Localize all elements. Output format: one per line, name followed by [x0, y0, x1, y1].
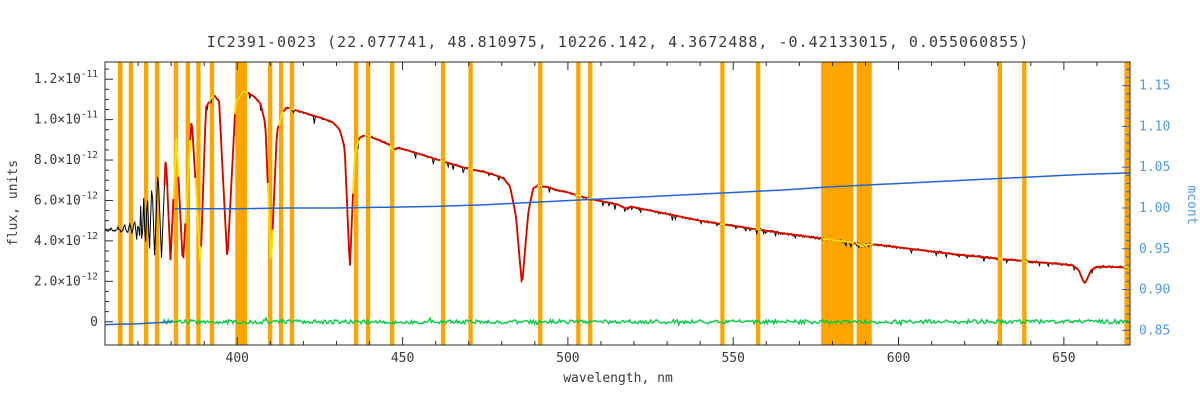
axes-layer: 400 450 500 550 600 650 0 2.0×10-12 4.0×10-12 6.0… [34, 61, 1170, 366]
masked-band [365, 62, 371, 345]
masked-band [1022, 62, 1027, 345]
mcont-line [174, 172, 1131, 210]
flux-tick-label: 0 [90, 315, 98, 330]
flux-tick-label: 2.0×10-12 [34, 271, 98, 289]
residual-line [162, 316, 1131, 328]
masked-band [209, 62, 215, 345]
x-tick-label: 550 [721, 351, 744, 366]
masked-band [268, 62, 273, 345]
mcont-tick-label: 1.05 [1139, 160, 1170, 175]
plot-frame [104, 61, 1131, 346]
x-axis-label: wavelength, nm [563, 371, 673, 386]
masked-band [720, 62, 725, 345]
masked-regions-layer [117, 62, 1130, 345]
masked-band [440, 62, 446, 345]
x-tick-label: 650 [1052, 351, 1075, 366]
x-tick-label: 450 [391, 351, 414, 366]
masked-band [289, 62, 295, 345]
flux-tick-label: 1.2×10-11 [34, 69, 98, 87]
masked-band [185, 62, 190, 345]
x-tick-label: 500 [556, 351, 579, 366]
curves-layer [104, 90, 1131, 328]
masked-band [576, 62, 581, 345]
masked-band [117, 62, 123, 345]
masked-band [538, 62, 543, 345]
observed-spectrum-line [104, 90, 1130, 284]
masked-band [235, 62, 248, 345]
masked-band [1124, 62, 1130, 345]
masked-band [390, 62, 395, 345]
masked-band [144, 62, 149, 345]
masked-band [468, 62, 473, 345]
mcont-tick-label: 1.15 [1139, 79, 1170, 94]
right-axis-label: mcont [1184, 185, 1199, 224]
left-axis-label: flux, units [6, 160, 21, 246]
flux-tick-label: 1.0×10-11 [34, 110, 98, 128]
flux-tick-label: 8.0×10-12 [34, 150, 98, 168]
chart-title: IC2391-0023 (22.077741, 48.810975, 10226… [207, 33, 1030, 51]
mcont-tick-label: 0.95 [1139, 242, 1170, 257]
masked-band [821, 62, 854, 345]
masked-band [856, 62, 872, 345]
model-fit-red-line [163, 92, 1124, 285]
flux-tick-label: 4.0×10-12 [34, 231, 98, 249]
x-tick-label: 600 [887, 351, 910, 366]
mcont-line-left-segment [104, 320, 173, 326]
flux-tick-label: 6.0×10-12 [34, 190, 98, 208]
masked-band [128, 62, 134, 345]
masked-band [588, 62, 593, 345]
mcont-tick-label: 1.00 [1139, 201, 1170, 216]
masked-band [354, 62, 359, 345]
model-fit-yellow-line [163, 90, 1130, 285]
mcont-tick-label: 1.10 [1139, 119, 1170, 134]
mcont-tick-label: 0.85 [1139, 323, 1170, 338]
masked-band [278, 62, 284, 345]
mcont-tick-label: 0.90 [1139, 283, 1170, 298]
masked-band [196, 62, 201, 345]
masked-band [173, 62, 179, 345]
masked-band [997, 62, 1002, 345]
x-tick-label: 400 [226, 351, 249, 366]
masked-band [756, 62, 761, 345]
